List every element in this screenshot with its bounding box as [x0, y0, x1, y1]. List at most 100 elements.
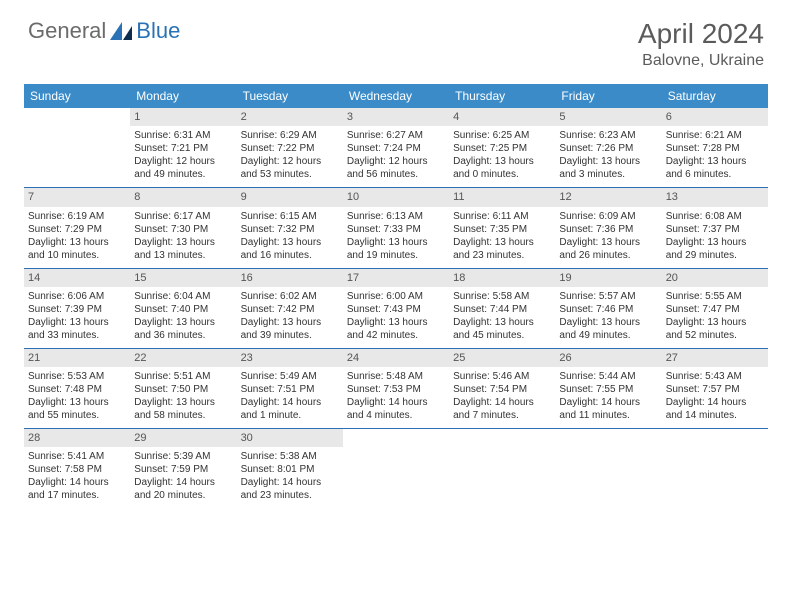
calendar-cell [662, 429, 768, 508]
sunrise-text: Sunrise: 5:43 AM [666, 370, 764, 383]
calendar-cell: 10Sunrise: 6:13 AMSunset: 7:33 PMDayligh… [343, 188, 449, 267]
daylight-text: Daylight: 14 hours and 7 minutes. [453, 396, 551, 422]
page-header: General Blue April 2024 Balovne, Ukraine [0, 0, 792, 78]
day-number: 1 [130, 108, 236, 126]
calendar-row: 7Sunrise: 6:19 AMSunset: 7:29 PMDaylight… [24, 188, 768, 268]
day-number: 4 [449, 108, 555, 126]
calendar-cell: 30Sunrise: 5:38 AMSunset: 8:01 PMDayligh… [237, 429, 343, 508]
sunrise-text: Sunrise: 6:08 AM [666, 210, 764, 223]
sunrise-text: Sunrise: 5:48 AM [347, 370, 445, 383]
sunrise-text: Sunrise: 6:29 AM [241, 129, 339, 142]
calendar-cell: 19Sunrise: 5:57 AMSunset: 7:46 PMDayligh… [555, 269, 661, 348]
sunrise-text: Sunrise: 6:21 AM [666, 129, 764, 142]
calendar-body: 1Sunrise: 6:31 AMSunset: 7:21 PMDaylight… [24, 108, 768, 508]
calendar-header-cell: Tuesday [237, 84, 343, 108]
day-number: 28 [24, 429, 130, 447]
day-number: 18 [449, 269, 555, 287]
daylight-text: Daylight: 12 hours and 56 minutes. [347, 155, 445, 181]
sunrise-text: Sunrise: 6:17 AM [134, 210, 232, 223]
daylight-text: Daylight: 13 hours and 52 minutes. [666, 316, 764, 342]
sunrise-text: Sunrise: 6:02 AM [241, 290, 339, 303]
day-number: 3 [343, 108, 449, 126]
calendar-cell: 22Sunrise: 5:51 AMSunset: 7:50 PMDayligh… [130, 349, 236, 428]
sunset-text: Sunset: 7:40 PM [134, 303, 232, 316]
sunset-text: Sunset: 7:57 PM [666, 383, 764, 396]
sunset-text: Sunset: 7:39 PM [28, 303, 126, 316]
sunset-text: Sunset: 7:46 PM [559, 303, 657, 316]
sunrise-text: Sunrise: 5:58 AM [453, 290, 551, 303]
daylight-text: Daylight: 13 hours and 36 minutes. [134, 316, 232, 342]
daylight-text: Daylight: 14 hours and 11 minutes. [559, 396, 657, 422]
sunset-text: Sunset: 7:59 PM [134, 463, 232, 476]
sunrise-text: Sunrise: 6:13 AM [347, 210, 445, 223]
sunset-text: Sunset: 7:51 PM [241, 383, 339, 396]
day-number: 17 [343, 269, 449, 287]
sunset-text: Sunset: 7:44 PM [453, 303, 551, 316]
calendar-cell: 12Sunrise: 6:09 AMSunset: 7:36 PMDayligh… [555, 188, 661, 267]
sunrise-text: Sunrise: 6:09 AM [559, 210, 657, 223]
daylight-text: Daylight: 13 hours and 0 minutes. [453, 155, 551, 181]
sunrise-text: Sunrise: 6:19 AM [28, 210, 126, 223]
day-number: 16 [237, 269, 343, 287]
daylight-text: Daylight: 13 hours and 42 minutes. [347, 316, 445, 342]
daylight-text: Daylight: 14 hours and 17 minutes. [28, 476, 126, 502]
daylight-text: Daylight: 12 hours and 49 minutes. [134, 155, 232, 181]
daylight-text: Daylight: 12 hours and 53 minutes. [241, 155, 339, 181]
sunrise-text: Sunrise: 5:39 AM [134, 450, 232, 463]
calendar-cell: 16Sunrise: 6:02 AMSunset: 7:42 PMDayligh… [237, 269, 343, 348]
calendar-header-cell: Wednesday [343, 84, 449, 108]
day-number: 24 [343, 349, 449, 367]
daylight-text: Daylight: 13 hours and 3 minutes. [559, 155, 657, 181]
sunset-text: Sunset: 7:32 PM [241, 223, 339, 236]
day-number: 25 [449, 349, 555, 367]
sunset-text: Sunset: 7:37 PM [666, 223, 764, 236]
sunset-text: Sunset: 7:47 PM [666, 303, 764, 316]
sunset-text: Sunset: 8:01 PM [241, 463, 339, 476]
sunset-text: Sunset: 7:24 PM [347, 142, 445, 155]
day-number: 23 [237, 349, 343, 367]
calendar-cell: 27Sunrise: 5:43 AMSunset: 7:57 PMDayligh… [662, 349, 768, 428]
sunrise-text: Sunrise: 6:15 AM [241, 210, 339, 223]
sunset-text: Sunset: 7:50 PM [134, 383, 232, 396]
daylight-text: Daylight: 13 hours and 45 minutes. [453, 316, 551, 342]
sunset-text: Sunset: 7:22 PM [241, 142, 339, 155]
calendar-cell: 15Sunrise: 6:04 AMSunset: 7:40 PMDayligh… [130, 269, 236, 348]
day-number: 11 [449, 188, 555, 206]
calendar-cell: 4Sunrise: 6:25 AMSunset: 7:25 PMDaylight… [449, 108, 555, 187]
daylight-text: Daylight: 13 hours and 13 minutes. [134, 236, 232, 262]
sunset-text: Sunset: 7:25 PM [453, 142, 551, 155]
sunrise-text: Sunrise: 5:38 AM [241, 450, 339, 463]
calendar-row: 1Sunrise: 6:31 AMSunset: 7:21 PMDaylight… [24, 108, 768, 188]
calendar-cell: 17Sunrise: 6:00 AMSunset: 7:43 PMDayligh… [343, 269, 449, 348]
day-number: 9 [237, 188, 343, 206]
day-number: 20 [662, 269, 768, 287]
daylight-text: Daylight: 14 hours and 14 minutes. [666, 396, 764, 422]
calendar-cell: 14Sunrise: 6:06 AMSunset: 7:39 PMDayligh… [24, 269, 130, 348]
calendar-header-cell: Monday [130, 84, 236, 108]
day-number: 10 [343, 188, 449, 206]
daylight-text: Daylight: 13 hours and 10 minutes. [28, 236, 126, 262]
sunrise-text: Sunrise: 5:41 AM [28, 450, 126, 463]
day-number: 26 [555, 349, 661, 367]
calendar-cell: 6Sunrise: 6:21 AMSunset: 7:28 PMDaylight… [662, 108, 768, 187]
daylight-text: Daylight: 14 hours and 20 minutes. [134, 476, 232, 502]
calendar-cell: 11Sunrise: 6:11 AMSunset: 7:35 PMDayligh… [449, 188, 555, 267]
calendar-cell: 8Sunrise: 6:17 AMSunset: 7:30 PMDaylight… [130, 188, 236, 267]
day-number: 13 [662, 188, 768, 206]
calendar-cell [24, 108, 130, 187]
sunset-text: Sunset: 7:35 PM [453, 223, 551, 236]
daylight-text: Daylight: 13 hours and 16 minutes. [241, 236, 339, 262]
calendar: SundayMondayTuesdayWednesdayThursdayFrid… [24, 84, 768, 508]
sunset-text: Sunset: 7:53 PM [347, 383, 445, 396]
calendar-header-cell: Sunday [24, 84, 130, 108]
calendar-cell: 2Sunrise: 6:29 AMSunset: 7:22 PMDaylight… [237, 108, 343, 187]
sunrise-text: Sunrise: 5:51 AM [134, 370, 232, 383]
day-number: 29 [130, 429, 236, 447]
daylight-text: Daylight: 14 hours and 1 minute. [241, 396, 339, 422]
sunrise-text: Sunrise: 5:57 AM [559, 290, 657, 303]
calendar-row: 21Sunrise: 5:53 AMSunset: 7:48 PMDayligh… [24, 349, 768, 429]
calendar-cell: 29 Sunrise: 5:39 AMSunset: 7:59 PMDayligh… [130, 429, 236, 508]
sunrise-text: Sunrise: 5:55 AM [666, 290, 764, 303]
daylight-text: Daylight: 13 hours and 6 minutes. [666, 155, 764, 181]
sunset-text: Sunset: 7:54 PM [453, 383, 551, 396]
